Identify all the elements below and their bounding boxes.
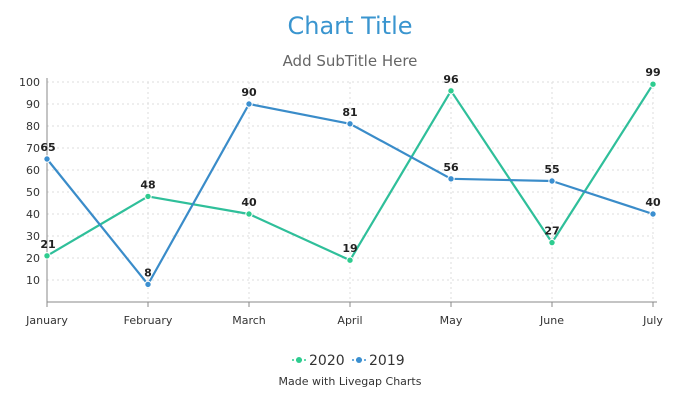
legend-label-2019[interactable]: 2019: [369, 353, 405, 369]
x-tick-label: May: [440, 314, 463, 327]
legend-label-2020[interactable]: 2020: [309, 353, 345, 369]
legend-marker-2019: [356, 357, 362, 363]
legend[interactable]: 2020 2019: [292, 353, 405, 369]
grid: [47, 81, 654, 302]
x-tick-label: February: [124, 314, 173, 327]
y-tick-label: 30: [26, 230, 40, 243]
y-tick-label: 20: [26, 252, 40, 265]
data-point-2020[interactable]: [447, 87, 455, 95]
data-label-2020: 27: [544, 225, 559, 238]
data-labels: 21 48 40 19 96 27 99 65 8 90 81 56 55 40: [40, 66, 661, 279]
y-tick-label: 60: [26, 164, 40, 177]
axes: 10 20 30 40 50 60 70 80 90 100 January February Marc…: [19, 76, 663, 327]
series-lines: [43, 80, 657, 289]
data-label-2019: 55: [544, 163, 559, 176]
y-tick-label: 10: [26, 274, 40, 287]
chart-subtitle: Add SubTitle Here: [283, 52, 418, 70]
y-tick-label: 50: [26, 186, 40, 199]
y-tick-label: 80: [26, 120, 40, 133]
data-point-2020[interactable]: [144, 192, 152, 201]
data-point-2020[interactable]: [548, 238, 556, 247]
footer-credit: Made with Livegap Charts: [279, 375, 422, 388]
data-label-2020: 96: [443, 73, 459, 86]
data-point-2019[interactable]: [245, 100, 253, 108]
data-point-2019[interactable]: [447, 175, 455, 183]
data-label-2019: 90: [241, 86, 257, 99]
y-tick-label: 70: [26, 142, 40, 155]
x-tick-label: April: [337, 314, 362, 327]
data-label-2020: 48: [140, 178, 155, 191]
data-point-2019[interactable]: [346, 120, 354, 128]
data-label-2019: 40: [645, 196, 661, 209]
x-tick-label: January: [25, 314, 68, 327]
x-tick-label: July: [642, 314, 663, 327]
data-point-2019[interactable]: [144, 280, 152, 289]
data-label-2020: 99: [645, 66, 660, 79]
y-tick-label: 90: [26, 98, 40, 111]
data-point-2020[interactable]: [245, 210, 253, 218]
data-label-2019: 65: [40, 141, 55, 154]
data-point-2019[interactable]: [649, 210, 657, 218]
chart-title: Chart Title: [287, 12, 412, 40]
legend-marker-2020: [296, 357, 302, 363]
data-label-2019: 56: [443, 161, 459, 174]
data-label-2020: 21: [40, 238, 55, 251]
data-point-2020[interactable]: [649, 80, 657, 88]
data-label-2019: 81: [342, 106, 357, 119]
x-tick-label: June: [539, 314, 564, 327]
x-tick-label: March: [232, 314, 266, 327]
data-label-2019: 8: [144, 266, 152, 279]
y-tick-label: 100: [19, 76, 40, 89]
data-point-2019[interactable]: [43, 155, 51, 163]
data-point-2020[interactable]: [346, 256, 354, 264]
data-label-2020: 40: [241, 196, 257, 209]
data-label-2020: 19: [342, 242, 357, 255]
data-point-2019[interactable]: [548, 177, 556, 185]
y-tick-label: 40: [26, 208, 40, 221]
data-point-2020[interactable]: [43, 252, 51, 260]
